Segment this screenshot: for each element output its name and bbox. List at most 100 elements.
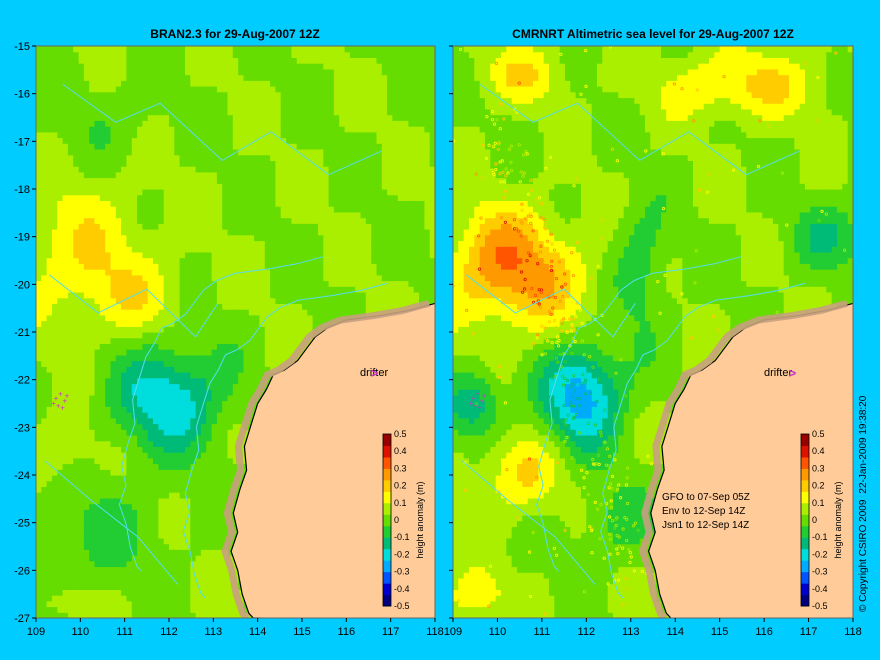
field-cell xyxy=(296,337,303,344)
field-cell xyxy=(153,166,159,173)
field-cell xyxy=(286,257,292,264)
field-cell xyxy=(190,251,197,259)
field-cell xyxy=(232,269,239,276)
field-cell xyxy=(131,131,138,139)
field-cell xyxy=(67,309,74,316)
field-cell xyxy=(227,372,234,379)
field-cell xyxy=(195,509,202,516)
field-cell xyxy=(36,68,42,76)
field-cell xyxy=(105,200,112,207)
field-cell xyxy=(105,326,112,333)
field-cell xyxy=(142,137,149,144)
field-cell xyxy=(121,394,127,402)
field-cell xyxy=(131,51,138,58)
field-cell xyxy=(36,343,42,350)
field-cell xyxy=(195,97,202,104)
field-cell xyxy=(126,343,133,350)
field-cell xyxy=(126,177,133,184)
field-cell xyxy=(254,286,260,293)
field-cell xyxy=(147,149,154,156)
field-cell xyxy=(142,223,149,230)
field-cell xyxy=(126,600,133,608)
field-cell xyxy=(131,251,138,259)
field-cell xyxy=(243,177,250,184)
field-cell xyxy=(131,492,138,499)
field-cell xyxy=(57,46,64,53)
field-cell xyxy=(99,520,106,528)
field-cell xyxy=(142,394,149,402)
field-cell xyxy=(158,560,165,568)
field-cell xyxy=(211,57,218,64)
field-cell xyxy=(163,343,170,350)
field-cell xyxy=(206,537,213,545)
field-cell xyxy=(185,297,191,304)
field-cell xyxy=(78,480,85,487)
field-cell xyxy=(126,463,133,470)
field-cell xyxy=(126,149,133,156)
field-cell xyxy=(222,343,229,350)
field-cell xyxy=(200,583,207,590)
field-cell xyxy=(115,366,122,373)
field-cell xyxy=(73,463,80,470)
field-cell xyxy=(163,200,170,207)
field-cell xyxy=(195,572,202,579)
field-cell xyxy=(62,486,69,493)
field-cell xyxy=(89,137,96,144)
field-cell xyxy=(62,469,69,476)
field-cell xyxy=(169,503,175,510)
field-cell xyxy=(206,400,213,407)
field-cell xyxy=(137,492,143,499)
field-cell xyxy=(83,269,90,276)
field-cell xyxy=(195,303,202,310)
field-cell xyxy=(36,435,42,442)
field-cell xyxy=(73,274,80,282)
field-cell xyxy=(46,257,53,264)
field-cell xyxy=(36,549,42,556)
field-cell xyxy=(57,457,64,465)
field-cell xyxy=(254,223,260,230)
field-cell xyxy=(174,154,181,161)
field-cell xyxy=(62,326,69,333)
field-cell xyxy=(291,63,298,70)
field-cell xyxy=(163,246,170,253)
field-cell xyxy=(158,223,165,230)
field-cell xyxy=(121,314,127,322)
field-cell xyxy=(41,503,48,510)
field-cell xyxy=(227,612,234,618)
field-cell xyxy=(83,194,90,201)
field-cell xyxy=(179,189,186,196)
field-cell xyxy=(179,372,186,379)
field-cell xyxy=(248,160,255,167)
field-cell xyxy=(296,217,303,224)
field-cell xyxy=(174,360,181,367)
field-cell xyxy=(211,463,218,470)
field-cell xyxy=(41,595,48,602)
field-cell xyxy=(185,263,191,270)
field-cell xyxy=(153,394,159,402)
field-cell xyxy=(57,572,64,579)
field-cell xyxy=(46,612,53,618)
field-cell xyxy=(232,343,239,350)
field-cell xyxy=(238,229,245,236)
field-cell xyxy=(105,389,112,396)
field-cell xyxy=(280,332,287,339)
field-cell xyxy=(185,509,191,516)
field-cell xyxy=(296,286,303,293)
field-cell xyxy=(185,200,191,207)
field-cell xyxy=(195,429,202,436)
field-cell xyxy=(179,314,186,322)
field-cell xyxy=(163,503,170,510)
field-cell xyxy=(52,497,58,505)
field-cell xyxy=(137,314,143,322)
field-cell xyxy=(89,480,96,487)
field-cell xyxy=(67,97,74,104)
field-cell xyxy=(36,223,42,230)
field-cell xyxy=(185,440,191,447)
field-cell xyxy=(41,463,48,470)
field-cell xyxy=(190,314,197,322)
field-cell xyxy=(158,360,165,367)
field-cell xyxy=(163,595,170,602)
field-cell xyxy=(99,612,106,618)
field-cell xyxy=(185,372,191,379)
field-cell xyxy=(73,566,80,573)
